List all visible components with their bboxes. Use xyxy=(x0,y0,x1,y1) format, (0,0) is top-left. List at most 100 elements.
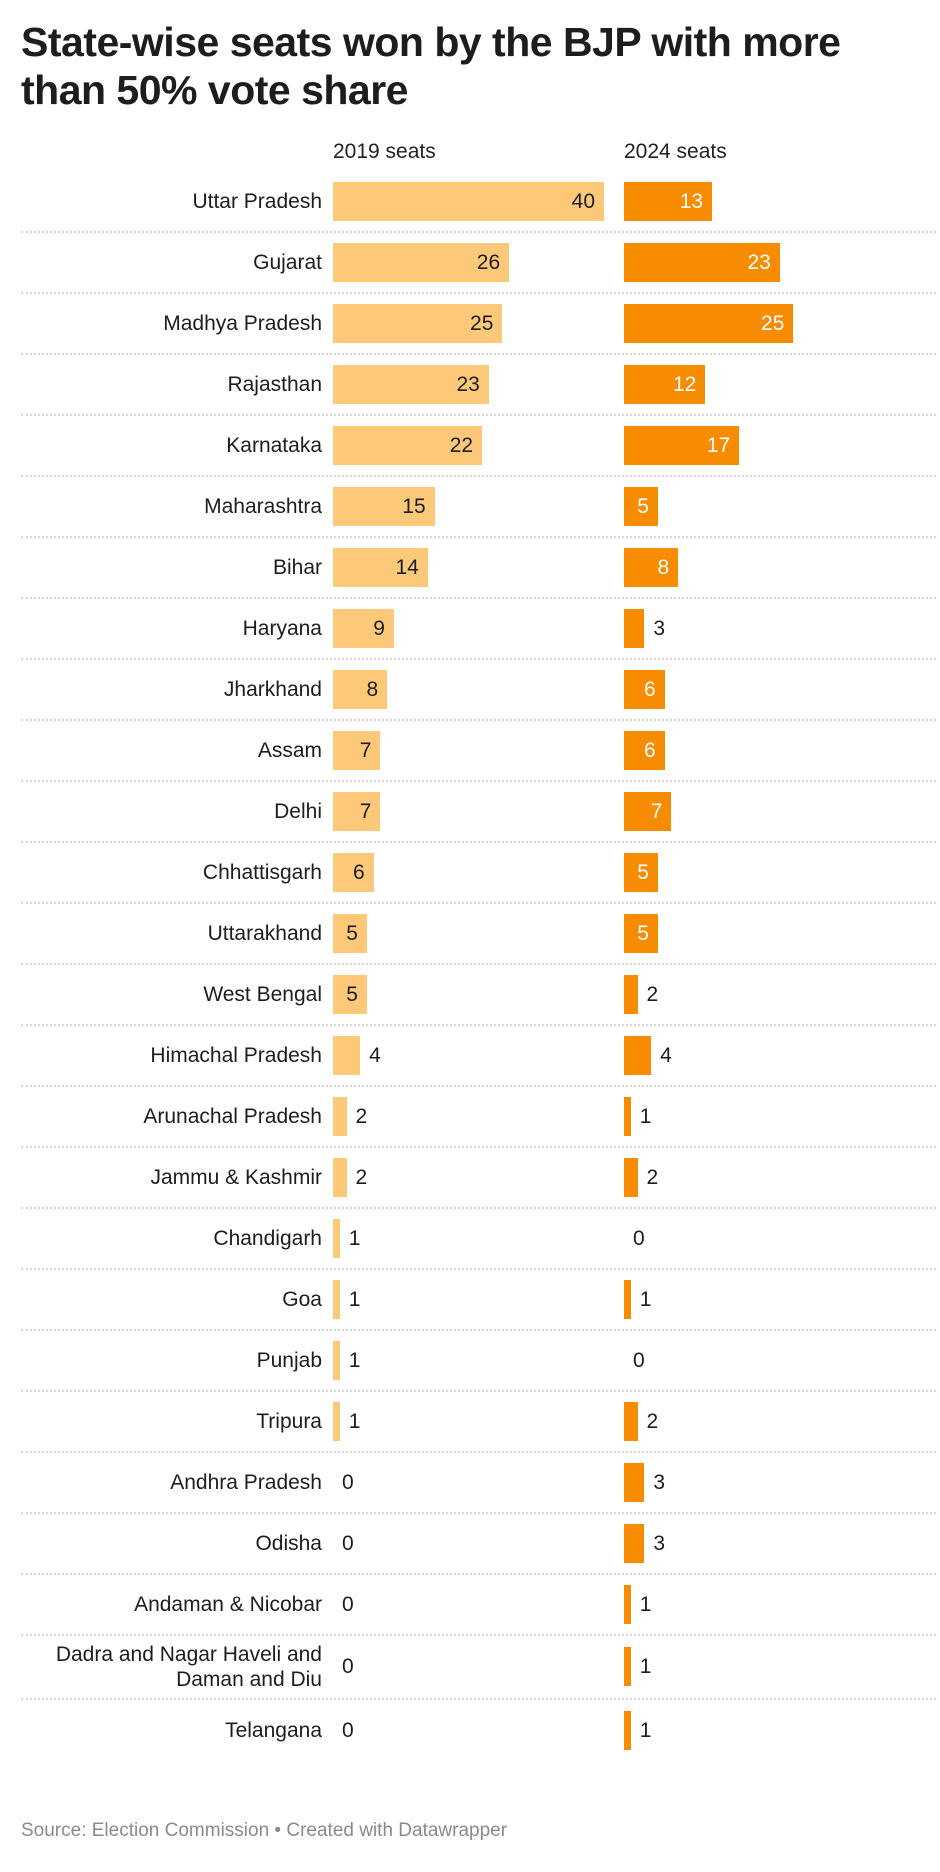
bar-2019 xyxy=(333,547,428,587)
category-label: West Bengal xyxy=(203,983,322,1006)
bar-2024 xyxy=(624,425,740,465)
value-label: 0 xyxy=(342,1531,354,1555)
bar-2019 xyxy=(333,1401,340,1441)
value-label: 3 xyxy=(653,616,665,640)
chart-row: Dadra and Nagar Haveli and Daman and Diu… xyxy=(21,1636,936,1700)
value-label: 6 xyxy=(643,738,656,762)
value-label: 1 xyxy=(348,1226,361,1250)
bar-2024 xyxy=(624,791,672,831)
bar-2024 xyxy=(624,852,658,892)
value-label: 22 xyxy=(449,433,474,457)
category-label: Jammu & Kashmir xyxy=(150,1166,322,1189)
category-label: Jharkhand xyxy=(223,678,322,701)
value-label: 6 xyxy=(352,860,365,884)
bar-2019 xyxy=(333,852,374,892)
category-label: Delhi xyxy=(274,800,322,823)
bar-2019 xyxy=(333,486,435,526)
value-label: 8 xyxy=(366,677,379,701)
value-label: 6 xyxy=(643,677,656,701)
chart-rows: Uttar Pradesh 40 13 Gujarat 26 23 Madhya Prade… xyxy=(21,172,936,1761)
value-label: 0 xyxy=(342,1470,354,1494)
bar-2019 xyxy=(333,1157,347,1197)
bar-2024 xyxy=(624,181,713,221)
bar-2019 xyxy=(333,364,489,404)
bar-2019 xyxy=(333,1279,340,1319)
category-label: Chhattisgarh xyxy=(202,861,322,884)
bar-2019 xyxy=(333,608,394,648)
value-label: 4 xyxy=(660,1043,672,1067)
chart-row: Madhya Pradesh 25 25 xyxy=(21,294,936,355)
bar-2024 xyxy=(624,1035,652,1075)
value-label: 3 xyxy=(653,1470,665,1494)
bar-2019 xyxy=(333,1035,361,1075)
value-label: 8 xyxy=(657,555,670,579)
chart-row: Uttar Pradesh 40 13 xyxy=(21,172,936,233)
bar-2024 xyxy=(624,547,679,587)
chart-row: Andhra Pradesh 0 3 xyxy=(21,1453,936,1514)
bar-2024 xyxy=(624,486,658,526)
category-label: Dadra and Nagar Haveli and Daman and Diu xyxy=(55,1643,322,1691)
category-label: Madhya Pradesh xyxy=(163,312,322,335)
chart-row: Odisha 0 3 xyxy=(21,1514,936,1575)
bar-2019 xyxy=(333,730,381,770)
value-label: 0 xyxy=(342,1592,354,1616)
chart-row: Himachal Pradesh 4 4 xyxy=(21,1026,936,1087)
category-label: Karnataka xyxy=(226,434,322,457)
value-label: 1 xyxy=(348,1409,361,1433)
chart-row: Delhi 7 7 xyxy=(21,782,936,843)
value-label: 4 xyxy=(369,1043,381,1067)
value-label: 25 xyxy=(470,311,494,335)
value-label: 13 xyxy=(679,189,704,213)
value-label: 14 xyxy=(395,555,419,579)
category-label: Chandigarh xyxy=(213,1227,322,1250)
category-label: Telangana xyxy=(225,1719,322,1742)
bar-2019 xyxy=(333,242,510,282)
value-label: 5 xyxy=(637,494,649,518)
value-label: 7 xyxy=(650,799,663,823)
bar-2019 xyxy=(333,1218,340,1258)
value-label: 5 xyxy=(637,860,649,884)
value-label: 1 xyxy=(639,1287,652,1311)
bar-2019 xyxy=(333,974,367,1014)
value-label: 17 xyxy=(706,433,731,457)
value-label: 25 xyxy=(761,311,785,335)
value-label: 9 xyxy=(373,616,385,640)
bar-2024 xyxy=(624,364,706,404)
chart-row: Andaman & Nicobar 0 1 xyxy=(21,1575,936,1636)
value-label: 5 xyxy=(637,921,649,945)
value-label: 2 xyxy=(646,982,659,1006)
category-label: Himachal Pradesh xyxy=(150,1044,322,1067)
chart-row: Rajasthan 23 12 xyxy=(21,355,936,416)
bar-2024 xyxy=(624,1710,631,1750)
value-label: 2 xyxy=(355,1104,368,1128)
category-label: Gujarat xyxy=(253,251,322,274)
value-label: 3 xyxy=(653,1531,665,1555)
value-label: 26 xyxy=(476,250,501,274)
chart-row: Gujarat 26 23 xyxy=(21,233,936,294)
chart-row: Goa 1 1 xyxy=(21,1270,936,1331)
bar-2024 xyxy=(624,669,665,709)
value-label: 12 xyxy=(672,372,697,396)
bar-2019 xyxy=(333,669,388,709)
chart-row: Uttarakhand 5 5 xyxy=(21,904,936,965)
value-label: 7 xyxy=(359,799,372,823)
chart-row: Maharashtra 15 5 xyxy=(21,477,936,538)
value-label: 5 xyxy=(346,921,358,945)
value-label: 2 xyxy=(646,1165,659,1189)
value-label: 1 xyxy=(348,1348,361,1372)
chart-row: Telangana 0 1 xyxy=(21,1700,936,1761)
value-label: 1 xyxy=(348,1287,361,1311)
value-label: 1 xyxy=(639,1104,652,1128)
bar-2019 xyxy=(333,425,483,465)
bar-2024 xyxy=(624,913,658,953)
category-label: Tripura xyxy=(256,1410,322,1433)
value-label: 0 xyxy=(633,1348,645,1372)
value-label: 1 xyxy=(639,1592,652,1616)
chart-row: Karnataka 22 17 xyxy=(21,416,936,477)
category-label: Punjab xyxy=(256,1349,322,1372)
bar-2024 xyxy=(624,1279,631,1319)
column-header-2019: 2019 seats xyxy=(333,140,436,163)
chart-row: Chhattisgarh 6 5 xyxy=(21,843,936,904)
chart-row: Chandigarh 1 0 xyxy=(21,1209,936,1270)
bar-2024 xyxy=(624,1523,645,1563)
